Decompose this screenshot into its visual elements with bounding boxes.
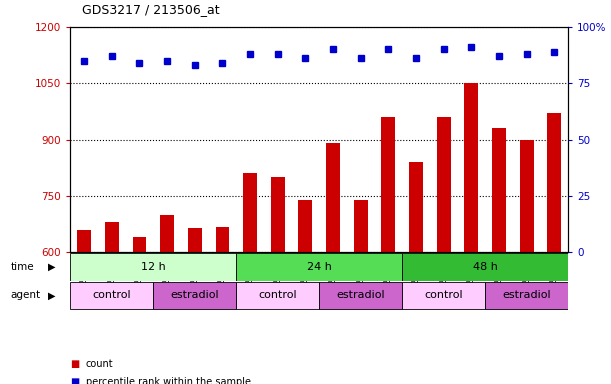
Bar: [77, 230, 91, 384]
Bar: [326, 143, 340, 384]
Bar: [492, 128, 506, 384]
Text: ■: ■: [70, 377, 79, 384]
Bar: [354, 200, 368, 384]
Bar: [485, 282, 568, 310]
Text: 48 h: 48 h: [473, 262, 498, 272]
Bar: [236, 282, 320, 310]
Text: percentile rank within the sample: percentile rank within the sample: [86, 377, 251, 384]
Bar: [402, 253, 568, 280]
Bar: [216, 227, 229, 384]
Bar: [236, 253, 402, 280]
Bar: [409, 162, 423, 384]
Text: control: control: [92, 290, 131, 301]
Bar: [520, 139, 533, 384]
Text: control: control: [425, 290, 463, 301]
Text: ▶: ▶: [48, 262, 55, 272]
Text: 12 h: 12 h: [141, 262, 166, 272]
Text: count: count: [86, 359, 113, 369]
Bar: [464, 83, 478, 384]
Bar: [547, 113, 562, 384]
Bar: [243, 174, 257, 384]
Text: estradiol: estradiol: [502, 290, 551, 301]
Bar: [153, 282, 236, 310]
Text: estradiol: estradiol: [170, 290, 219, 301]
Bar: [271, 177, 285, 384]
Text: time: time: [10, 262, 34, 272]
Bar: [133, 237, 147, 384]
Bar: [437, 117, 451, 384]
Bar: [402, 282, 485, 310]
Text: GDS3217 / 213506_at: GDS3217 / 213506_at: [82, 3, 220, 16]
Text: ■: ■: [70, 359, 79, 369]
Bar: [320, 282, 402, 310]
Text: estradiol: estradiol: [337, 290, 385, 301]
Text: 24 h: 24 h: [307, 262, 332, 272]
Text: agent: agent: [10, 290, 41, 301]
Bar: [70, 253, 236, 280]
Bar: [70, 282, 153, 310]
Bar: [188, 228, 202, 384]
Bar: [105, 222, 119, 384]
Bar: [381, 117, 395, 384]
Text: ▶: ▶: [48, 290, 55, 301]
Text: control: control: [258, 290, 297, 301]
Bar: [299, 200, 312, 384]
Bar: [160, 215, 174, 384]
